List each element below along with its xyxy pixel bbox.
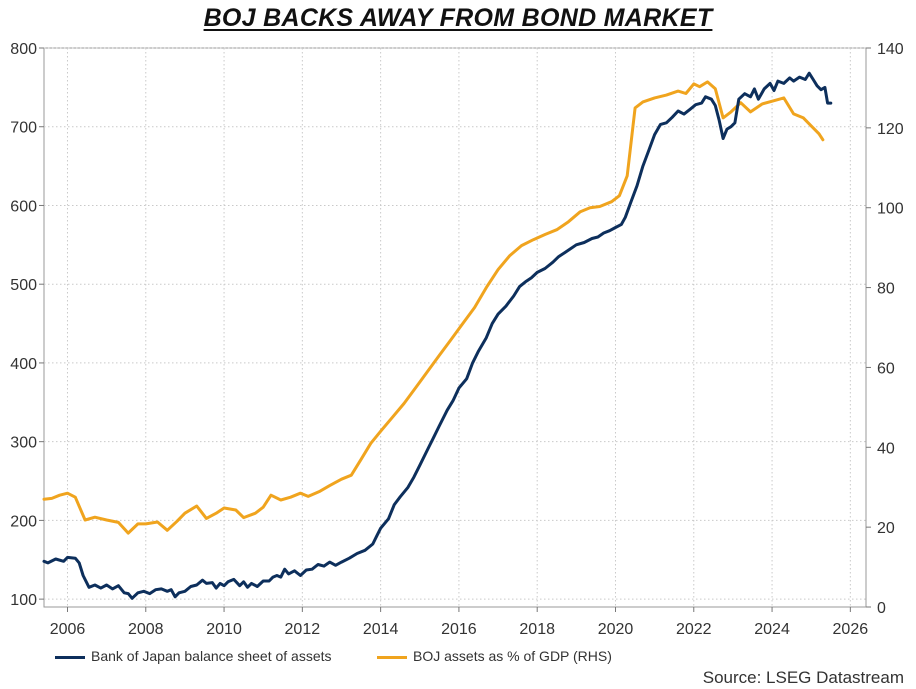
y-right-tick-label: 80 <box>877 281 895 298</box>
legend-item-boj-balance-sheet: Bank of Japan balance sheet of assets <box>55 648 332 664</box>
x-tick-label: 2020 <box>598 621 634 638</box>
y-right-tick-label: 40 <box>877 440 895 457</box>
y-right-tick-label: 0 <box>877 600 886 617</box>
x-tick-label: 2018 <box>519 621 555 638</box>
chart-title: BOJ BACKS AWAY FROM BOND MARKET <box>203 4 713 32</box>
y-left-tick-label: 500 <box>10 277 37 294</box>
series-line-boj-balance-sheet <box>42 71 833 600</box>
legend-swatch-navy <box>55 655 85 659</box>
y-right-tick-label: 100 <box>877 201 904 218</box>
y-right-tick-label: 140 <box>877 41 904 58</box>
y-left-tick-label: 100 <box>10 592 37 609</box>
x-tick-label: 2022 <box>676 621 712 638</box>
plot-frame <box>43 47 867 608</box>
x-tick-label: 2008 <box>128 621 164 638</box>
legend-item-boj-assets-gdp: BOJ assets as % of GDP (RHS) <box>377 648 612 664</box>
legend-label-boj-assets-gdp: BOJ assets as % of GDP (RHS) <box>413 648 612 664</box>
y-right-tick-label: 20 <box>877 520 895 537</box>
y-left-tick-label: 300 <box>10 435 37 452</box>
x-tick-label: 2026 <box>833 621 869 638</box>
legend-swatch-orange <box>377 655 407 659</box>
x-tick-label: 2012 <box>285 621 321 638</box>
y-right-tick-label: 120 <box>877 121 904 138</box>
y-left-tick-label: 200 <box>10 513 37 530</box>
legend-label-boj-balance-sheet: Bank of Japan balance sheet of assets <box>91 648 332 664</box>
x-tick-label: 2014 <box>363 621 399 638</box>
y-left-tick-label: 700 <box>10 120 37 137</box>
y-right-tick-label: 60 <box>877 360 895 377</box>
series-line-boj-assets-gdp <box>42 80 825 535</box>
y-left-tick-label: 600 <box>10 198 37 215</box>
x-tick-label: 2016 <box>441 621 477 638</box>
x-tick-label: 2006 <box>50 621 86 638</box>
source-note: Source: LSEG Datastream <box>702 668 904 687</box>
y-left-tick-label: 400 <box>10 356 37 373</box>
y-left-tick-label: 800 <box>10 41 37 58</box>
x-tick-label: 2010 <box>206 621 242 638</box>
x-tick-label: 2024 <box>754 621 790 638</box>
